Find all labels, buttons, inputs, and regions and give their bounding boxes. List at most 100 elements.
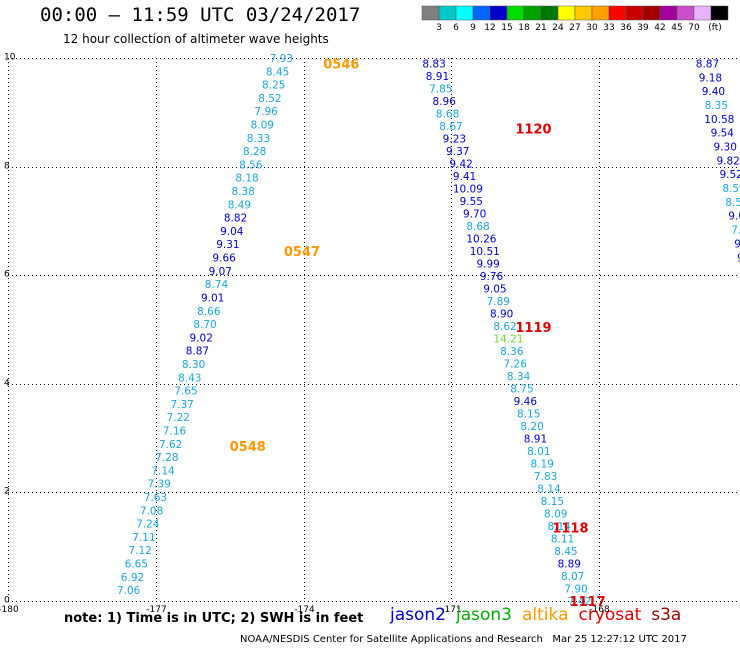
wave-height-value: 10.51 [470, 246, 500, 258]
wave-height-value: 9.31 [216, 239, 239, 251]
wave-height-value: 8.68 [436, 108, 459, 120]
time-label: 1119 [515, 321, 551, 336]
time-label: 1120 [515, 123, 551, 138]
wave-height-value: 7.16 [163, 425, 187, 437]
credit-text: NOAA/NESDIS Center for Satellite Applica… [240, 634, 543, 645]
wave-height-value: 8.20 [520, 421, 543, 433]
wave-height-value: 8.36 [500, 346, 524, 358]
wave-height-value: 7.83 [534, 471, 557, 483]
satellite-name-s3a: s3a [651, 605, 682, 625]
wave-height-value: 9.66 [212, 253, 236, 265]
wave-height-value: 9.02 [190, 332, 213, 344]
wave-height-value: 9.41 [453, 171, 476, 183]
color-scale-tick: 21 [535, 23, 546, 33]
wave-height-value: 7.93 [270, 53, 293, 65]
wave-height-value: 9.01 [201, 292, 224, 304]
y-tick-label: 4 [4, 379, 10, 389]
wave-height-value: 8.30 [182, 359, 205, 371]
wave-height-value: 8.70 [193, 319, 216, 331]
wave-height-value: 8.11 [551, 533, 574, 545]
y-tick-label: 0 [4, 596, 10, 606]
wave-height-value: 8.82 [224, 213, 247, 225]
wave-height-value: 9.18 [699, 72, 722, 84]
wave-height-value: 8.67 [439, 121, 462, 133]
color-scale-tick: 70 [688, 23, 700, 33]
wave-height-value: 7.42 [568, 596, 591, 608]
wave-height-value: 7.63 [144, 492, 167, 504]
wave-height-value: 8.19 [531, 458, 554, 470]
wave-height-value: 8.18 [235, 173, 258, 185]
timestamp-text: Mar 25 12:27:12 UTC 2017 [552, 634, 687, 645]
time-label: 0548 [230, 440, 266, 455]
wave-height-value: 8.96 [433, 96, 457, 108]
color-scale-tick: 39 [637, 23, 649, 33]
time-label: 0546 [323, 57, 359, 72]
wave-height-value: 9.03 [728, 211, 740, 223]
wave-height-value: 7.08 [140, 505, 163, 517]
wave-height-value: 9.93 [734, 238, 740, 250]
wave-height-value: 7.26 [504, 358, 528, 370]
wave-height-value: 9.55 [460, 196, 483, 208]
wave-height-value: 8.66 [197, 306, 221, 318]
satellite-name-altika: altika [522, 605, 569, 625]
color-scale-legend: 3 6 9 12 15 18 21 24 27 30 33 36 39 42 45 70 (ft) [421, 5, 729, 33]
wave-height-value: 8.74 [205, 279, 229, 291]
wave-height-value: 7.65 [174, 386, 197, 398]
wave-height-value: 8.43 [178, 372, 201, 384]
wave-height-value: 8.87 [186, 346, 209, 358]
wave-height-value: 7.06 [117, 585, 141, 597]
wave-height-value: 10.58 [704, 114, 734, 126]
wave-height-value: 7.12 [128, 545, 151, 557]
wave-height-value: 9.05 [483, 283, 506, 295]
wave-height-value: 7.62 [159, 439, 182, 451]
wave-height-value: 7.89 [487, 296, 510, 308]
wave-height-value: 7.14 [151, 465, 175, 477]
wave-height-value: 8.75 [510, 383, 533, 395]
wave-height-value: 8.01 [527, 446, 550, 458]
credit-line: NOAA/NESDIS Center for Satellite Applica… [240, 634, 687, 645]
wave-height-value: 6.65 [125, 559, 148, 571]
color-swatch [710, 5, 729, 21]
color-scale-tick: 9 [470, 23, 476, 33]
wave-height-value: 7.39 [148, 479, 171, 491]
wave-height-value: 8.62 [493, 321, 516, 333]
color-scale-tick: 3 [436, 23, 442, 33]
wave-height-value: 8.53 [725, 197, 740, 209]
wave-height-value: 9.40 [702, 86, 725, 98]
wave-height-value: 10.09 [453, 183, 483, 195]
x-tick-label: -177 [146, 605, 166, 615]
y-tick-label: 8 [4, 162, 10, 172]
satellite-name-jason3: jason3 [456, 605, 512, 625]
wave-height-value: 9.04 [220, 226, 244, 238]
wave-height-value: 7.90 [564, 583, 587, 595]
color-scale-tick: 6 [453, 23, 459, 33]
wave-height-value: 8.33 [247, 133, 270, 145]
chart-subtitle: 12 hour collection of altimeter wave hei… [63, 32, 329, 46]
units-note: note: 1) Time is in UTC; 2) SWH is in fe… [64, 611, 364, 626]
satellite-legend: jason2 jason3 altika cryosat s3a [390, 605, 691, 625]
wave-height-value: 8.14 [537, 483, 561, 495]
x-tick-label: -168 [589, 605, 610, 615]
wave-height-value: 7.96 [254, 106, 278, 118]
chart-title: 00:00 — 11:59 UTC 03/24/2017 [40, 4, 361, 26]
wave-height-value: 8.15 [517, 408, 540, 420]
wave-height-value: 9.51 [737, 252, 740, 264]
wave-height-value: 8.45 [266, 66, 289, 78]
wave-height-value: 8.38 [232, 186, 255, 198]
color-scale-unit: (ft) [708, 23, 722, 33]
wave-height-value: 7.28 [155, 452, 178, 464]
time-label: 1118 [552, 522, 588, 537]
wave-height-value: 8.83 [422, 58, 445, 70]
time-label: 0547 [284, 245, 320, 260]
wave-height-value: 8.28 [243, 146, 266, 158]
color-scale-tick: 42 [654, 23, 665, 33]
satellite-name-cryosat: cryosat [578, 605, 642, 625]
wave-height-value: 8.45 [554, 546, 577, 558]
color-scale-tick: 24 [552, 23, 564, 33]
wave-height-value: 7.24 [136, 519, 160, 531]
wave-height-value: 7.60 [731, 225, 740, 237]
color-scale-tick: 45 [671, 23, 682, 33]
wave-height-value: 8.15 [541, 496, 564, 508]
wave-height-value: 8.56 [239, 159, 263, 171]
